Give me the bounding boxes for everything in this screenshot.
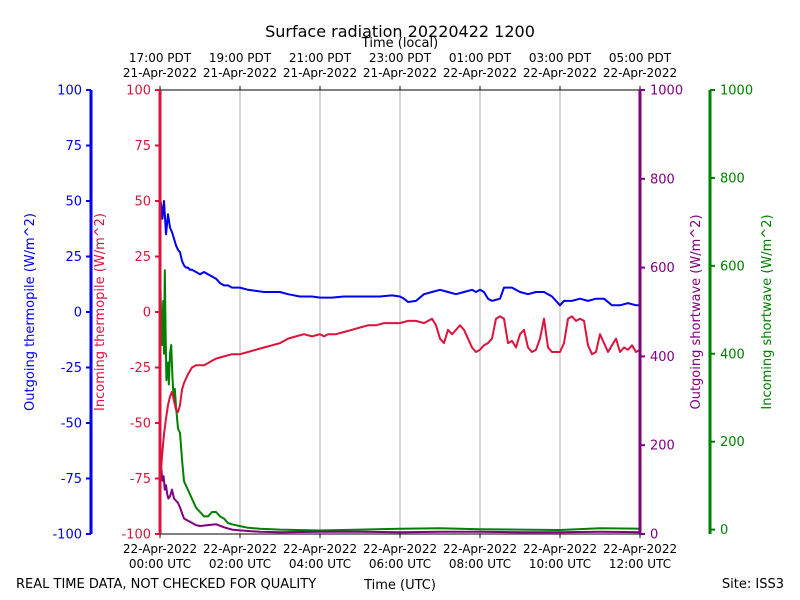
x-tick-label-utc-date: 22-Apr-2022: [283, 542, 357, 556]
incoming-thermopile-axis-tick-label: -100: [121, 528, 151, 543]
outgoing-thermopile-axis-tick-label: 100: [57, 84, 82, 99]
series-line-incoming-shortwave: [159, 265, 641, 532]
incoming-thermopile-axis-tick-label: 25: [134, 250, 151, 265]
incoming-thermopile-axis-tick-label: -50: [130, 417, 151, 432]
x-tick-label-utc-time: 04:00 UTC: [289, 557, 351, 571]
x-tick-label-local-date: 21-Apr-2022: [363, 66, 437, 80]
series-line-outgoing-shortwave: [159, 466, 641, 534]
incoming-shortwave-axis-tick-label: 1000: [720, 84, 753, 99]
x-tick-label-utc-time: 08:00 UTC: [449, 557, 511, 571]
outgoing-shortwave-axis-tick-label: 600: [650, 261, 675, 276]
incoming-thermopile-axis-tick-label: 100: [126, 84, 151, 99]
x-tick-label-utc-date: 22-Apr-2022: [523, 542, 597, 556]
outgoing-shortwave-axis-tick-label: 1000: [650, 84, 683, 99]
x-tick-label-utc-date: 22-Apr-2022: [603, 542, 677, 556]
incoming-shortwave-axis-tick-label: 0: [720, 523, 728, 538]
x-tick-label-local-time: 23:00 PDT: [369, 51, 432, 65]
x-tick-label-local-time: 19:00 PDT: [209, 51, 272, 65]
outgoing-thermopile-axis-tick-label: 50: [65, 195, 82, 210]
outgoing-thermopile-axis-tick-label: 0: [74, 306, 82, 321]
incoming-thermopile-axis-tick-label: 50: [134, 195, 151, 210]
x-tick-label-utc-time: 02:00 UTC: [209, 557, 271, 571]
outgoing-thermopile-axis-tick-label: -75: [61, 472, 82, 487]
incoming-shortwave-axis-label: Incoming shortwave (W/m^2): [760, 214, 775, 409]
x-tick-label-local-time: 21:00 PDT: [289, 51, 352, 65]
chart-title: Surface radiation 20220422 1200: [265, 22, 535, 41]
series-line-outgoing-thermopile: [159, 196, 640, 307]
outgoing-thermopile-axis-tick-label: 25: [65, 250, 82, 265]
incoming-thermopile-axis-tick-label: -25: [130, 361, 151, 376]
top-axis-label: Time (local): [361, 36, 438, 51]
x-tick-label-local-time: 03:00 PDT: [529, 51, 592, 65]
x-tick-label-local-date: 22-Apr-2022: [523, 66, 597, 80]
x-tick-label-utc-date: 22-Apr-2022: [363, 542, 437, 556]
x-tick-label-local-time: 01:00 PDT: [449, 51, 512, 65]
x-tick-label-local-date: 22-Apr-2022: [443, 66, 517, 80]
grid: [239, 90, 561, 534]
x-tick-label-utc-time: 06:00 UTC: [369, 557, 431, 571]
outgoing-shortwave-axis-label: Outgoing shortwave (W/m^2): [689, 214, 704, 409]
x-tick-label-utc-time: 00:00 UTC: [129, 557, 191, 571]
incoming-shortwave-axis-tick-label: 800: [720, 171, 745, 186]
footer-site: Site: ISS3: [722, 577, 784, 592]
x-tick-label-local-time: 05:00 PDT: [609, 51, 672, 65]
incoming-thermopile-axis-label: Incoming thermopile (W/m^2): [93, 213, 108, 411]
incoming-thermopile-axis-tick-label: 75: [134, 139, 151, 154]
x-tick-label-local-date: 21-Apr-2022: [203, 66, 277, 80]
outgoing-shortwave-axis-tick-label: 400: [650, 350, 675, 365]
outgoing-thermopile-axis-label: Outgoing thermopile (W/m^2): [23, 213, 38, 411]
x-tick-label-utc-time: 12:00 UTC: [609, 557, 671, 571]
incoming-shortwave-axis-tick-label: 200: [720, 435, 745, 450]
x-tick-label-utc-date: 22-Apr-2022: [123, 542, 197, 556]
outgoing-shortwave-axis-tick-label: 200: [650, 439, 675, 454]
x-axis-label: Time (UTC): [363, 578, 436, 593]
outgoing-thermopile-axis-tick-label: -25: [61, 361, 82, 376]
x-tick-label-local-date: 21-Apr-2022: [123, 66, 197, 80]
incoming-shortwave-axis-tick-label: 400: [720, 347, 745, 362]
x-tick-label-utc-time: 10:00 UTC: [529, 557, 591, 571]
incoming-thermopile-axis-tick-label: -75: [130, 472, 151, 487]
x-tick-label-utc-date: 22-Apr-2022: [443, 542, 517, 556]
x-tick-label-local-date: 22-Apr-2022: [603, 66, 677, 80]
incoming-thermopile-axis-tick-label: 0: [143, 306, 151, 321]
outgoing-thermopile-axis-tick-label: -100: [52, 528, 82, 543]
data-series: [159, 196, 641, 534]
x-tick-label-utc-date: 22-Apr-2022: [203, 542, 277, 556]
outgoing-thermopile-axis-tick-label: -50: [61, 417, 82, 432]
outgoing-thermopile-axis-tick-label: 75: [65, 139, 82, 154]
x-tick-label-local-time: 17:00 PDT: [129, 51, 192, 65]
outgoing-shortwave-axis-tick-label: 800: [650, 172, 675, 187]
footer-quality-note: REAL TIME DATA, NOT CHECKED FOR QUALITY: [16, 577, 316, 592]
outgoing-shortwave-axis-tick-label: 0: [650, 528, 658, 543]
series-line-incoming-thermopile: [159, 315, 641, 486]
incoming-shortwave-axis-tick-label: 600: [720, 259, 745, 274]
x-tick-label-local-date: 21-Apr-2022: [283, 66, 357, 80]
